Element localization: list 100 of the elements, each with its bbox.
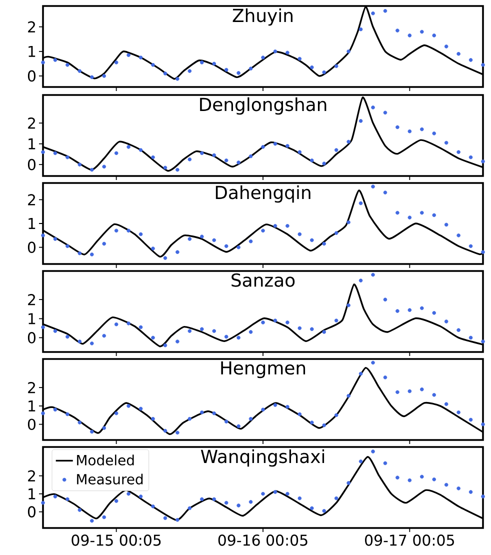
- point: [396, 125, 400, 130]
- y-tick-label: 0: [28, 70, 36, 82]
- point: [236, 245, 240, 250]
- point: [151, 63, 155, 67]
- point: [432, 311, 436, 315]
- y-tick-label: 2: [28, 470, 35, 482]
- point: [456, 410, 460, 414]
- point: [126, 322, 130, 326]
- point: [358, 201, 363, 206]
- point: [322, 70, 326, 74]
- point: [298, 56, 302, 61]
- point: [138, 494, 143, 498]
- y-tick-label: 0: [28, 506, 36, 518]
- y-tick-label: 2: [28, 117, 35, 129]
- point: [444, 320, 448, 324]
- point: [420, 474, 424, 479]
- y-tick-label: 1: [28, 400, 36, 412]
- point: [66, 155, 70, 160]
- point: [432, 393, 436, 397]
- point: [383, 110, 388, 115]
- point: [248, 416, 253, 421]
- point: [346, 481, 350, 485]
- y-tick-label: 1: [28, 218, 36, 229]
- point: [261, 492, 265, 496]
- point: [78, 69, 82, 73]
- point: [163, 256, 168, 260]
- point: [66, 244, 70, 248]
- point: [90, 342, 94, 346]
- point: [224, 334, 228, 339]
- chart-title: Wanqingshaxi: [200, 449, 324, 467]
- point: [334, 413, 338, 418]
- chart-title: Zhuyin: [232, 8, 292, 26]
- point: [286, 224, 290, 228]
- point: [322, 509, 326, 513]
- point: [176, 77, 180, 81]
- point: [78, 340, 82, 344]
- y-tick-label: 1: [28, 46, 36, 57]
- point: [41, 234, 45, 238]
- point: [468, 490, 473, 494]
- point: [114, 499, 118, 503]
- y-tick-label: 0: [28, 418, 36, 430]
- point: [456, 486, 460, 490]
- point: [66, 334, 70, 339]
- point: [396, 309, 400, 313]
- point: [444, 44, 448, 48]
- point: [41, 500, 45, 505]
- y-tick-label: 0: [28, 332, 36, 344]
- point: [126, 145, 130, 149]
- point: [298, 412, 302, 416]
- point: [456, 150, 460, 154]
- point: [456, 234, 460, 238]
- point: [396, 210, 400, 215]
- point: [236, 160, 240, 164]
- point: [432, 213, 436, 218]
- point: [286, 492, 290, 496]
- point: [78, 420, 82, 424]
- point: [358, 119, 363, 123]
- point: [126, 492, 130, 496]
- point: [346, 50, 350, 54]
- point: [212, 411, 216, 416]
- point: [126, 53, 130, 57]
- point: [224, 68, 228, 72]
- point: [200, 327, 204, 332]
- point: [102, 515, 106, 520]
- point: [224, 244, 228, 248]
- point: [176, 518, 180, 522]
- point: [481, 63, 485, 67]
- point: [102, 74, 106, 78]
- point: [310, 158, 314, 162]
- point: [408, 478, 412, 482]
- point: [114, 228, 118, 233]
- point: [261, 145, 265, 149]
- point: [138, 232, 143, 236]
- point: [334, 496, 338, 500]
- point: [358, 372, 363, 376]
- point: [334, 148, 338, 152]
- point: [126, 404, 130, 408]
- point: [273, 490, 278, 494]
- point: [468, 58, 473, 62]
- point: [102, 426, 106, 430]
- point: [53, 151, 58, 156]
- point: [334, 318, 338, 322]
- point: [358, 27, 363, 32]
- point: [236, 424, 240, 428]
- point: [114, 322, 118, 326]
- point: [53, 329, 58, 333]
- point: [298, 232, 302, 236]
- point: [322, 162, 326, 166]
- point: [102, 242, 106, 246]
- point: [200, 234, 204, 238]
- x-tick-label: 09-17 00:05: [365, 534, 454, 546]
- chart-title: Hengmen: [221, 361, 306, 378]
- point: [212, 153, 216, 158]
- point: [286, 320, 290, 324]
- point: [420, 306, 424, 310]
- point: [432, 34, 436, 38]
- point: [53, 494, 58, 498]
- point: [138, 325, 143, 330]
- point: [371, 360, 375, 365]
- point: [408, 216, 412, 220]
